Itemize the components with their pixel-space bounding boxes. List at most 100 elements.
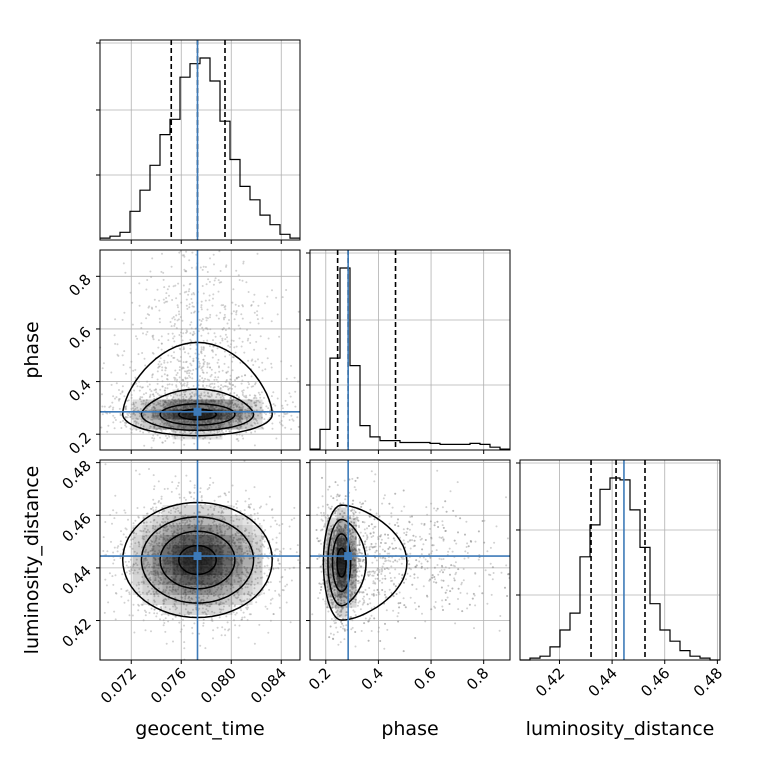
scatter-point xyxy=(201,495,203,497)
scatter-point xyxy=(210,375,212,377)
scatter-point xyxy=(170,361,172,363)
scatter-point xyxy=(238,637,240,639)
scatter-point xyxy=(212,298,214,300)
scatter-point xyxy=(264,573,266,575)
scatter-point xyxy=(165,297,167,299)
scatter-point xyxy=(114,427,116,429)
scatter-point xyxy=(248,506,250,508)
scatter-point xyxy=(279,581,281,583)
scatter-point xyxy=(284,585,286,587)
scatter-point xyxy=(141,387,143,389)
scatter-point xyxy=(248,498,250,500)
scatter-point xyxy=(130,539,132,541)
scatter-point xyxy=(117,343,119,345)
scatter-point xyxy=(136,338,138,340)
scatter-point xyxy=(120,393,122,395)
scatter-point xyxy=(152,434,154,436)
scatter-point xyxy=(232,356,234,358)
scatter-point xyxy=(158,363,160,365)
scatter-point xyxy=(255,601,257,603)
scatter-point xyxy=(207,317,209,319)
scatter-point xyxy=(106,431,108,433)
scatter-point xyxy=(189,348,191,350)
scatter-point xyxy=(235,352,237,354)
scatter-point xyxy=(180,332,182,334)
scatter-point xyxy=(143,445,145,447)
scatter-point xyxy=(183,647,185,649)
scatter-point xyxy=(124,578,126,580)
scatter-point xyxy=(119,408,121,410)
density-cell xyxy=(153,515,163,525)
scatter-point xyxy=(147,386,149,388)
scatter-point xyxy=(224,305,226,307)
scatter-point xyxy=(292,401,294,403)
scatter-point xyxy=(190,312,192,314)
scatter-point xyxy=(188,387,190,389)
scatter-point xyxy=(253,508,255,510)
scatter-point xyxy=(173,351,175,353)
scatter-point xyxy=(137,385,139,387)
scatter-point xyxy=(204,355,206,357)
scatter-point xyxy=(192,358,194,360)
scatter-point xyxy=(247,381,249,383)
scatter-point xyxy=(173,340,175,342)
density-cell xyxy=(143,410,153,420)
scatter-point xyxy=(242,392,244,394)
scatter-point xyxy=(225,430,227,432)
scatter-point xyxy=(236,346,238,348)
scatter-point xyxy=(122,420,124,422)
scatter-point xyxy=(247,619,249,621)
scatter-point xyxy=(227,341,229,343)
histogram-step xyxy=(310,268,510,449)
scatter-point xyxy=(172,357,174,359)
scatter-point xyxy=(208,363,210,365)
scatter-point xyxy=(158,300,160,302)
scatter-point xyxy=(224,492,226,494)
scatter-point xyxy=(209,257,211,259)
scatter-point xyxy=(163,360,165,362)
scatter-point xyxy=(201,301,203,303)
scatter-point xyxy=(116,382,118,384)
truth-marker xyxy=(194,408,202,416)
density-cell xyxy=(223,525,233,535)
scatter-point xyxy=(283,589,285,591)
scatter-point xyxy=(131,394,133,396)
scatter-point xyxy=(233,392,235,394)
scatter-point xyxy=(253,349,255,351)
scatter-point xyxy=(112,421,114,423)
scatter-point xyxy=(120,414,122,416)
scatter-point xyxy=(239,362,241,364)
scatter-point xyxy=(121,391,123,393)
scatter-point xyxy=(209,316,211,318)
scatter-point xyxy=(236,378,238,380)
scatter-point xyxy=(222,386,224,388)
scatter-point xyxy=(271,320,273,322)
scatter-point xyxy=(102,550,104,552)
scatter-point xyxy=(109,572,111,574)
scatter-point xyxy=(161,335,163,337)
scatter-point xyxy=(264,565,266,567)
scatter-point xyxy=(201,346,203,348)
scatter-point xyxy=(255,341,257,343)
scatter-point xyxy=(167,374,169,376)
scatter-point xyxy=(179,369,181,371)
scatter-point xyxy=(171,384,173,386)
scatter-point xyxy=(115,574,117,576)
scatter-point xyxy=(164,440,166,442)
scatter-point xyxy=(174,370,176,372)
scatter-point xyxy=(207,488,209,490)
scatter-point xyxy=(207,271,209,273)
scatter-point xyxy=(209,477,211,479)
scatter-point xyxy=(263,519,265,521)
scatter-point xyxy=(152,335,154,337)
scatter-point xyxy=(215,277,217,279)
scatter-point xyxy=(245,281,247,283)
scatter-point xyxy=(147,513,149,515)
scatter-point xyxy=(231,302,233,304)
scatter-point xyxy=(169,383,171,385)
scatter-point xyxy=(264,368,266,370)
scatter-point xyxy=(184,351,186,353)
scatter-point xyxy=(283,416,285,418)
scatter-point xyxy=(110,405,112,407)
scatter-point xyxy=(171,355,173,357)
